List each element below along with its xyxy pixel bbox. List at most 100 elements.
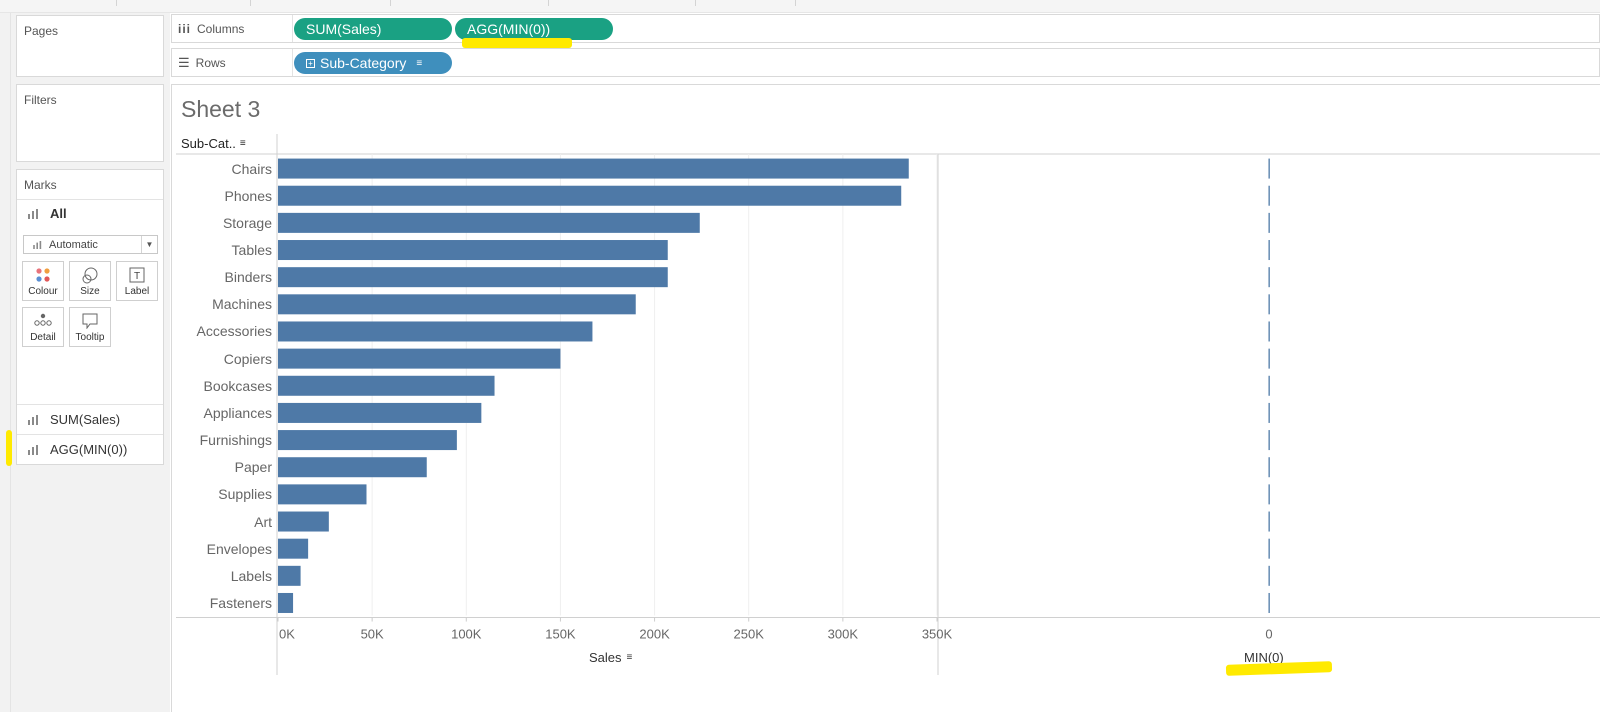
- row-label-phones[interactable]: Phones: [224, 187, 272, 204]
- row-label-fasteners[interactable]: Fasteners: [209, 594, 272, 611]
- label-button-label: Label: [124, 286, 150, 297]
- bar-furnishings: [278, 430, 457, 451]
- columns-pill-sum-sales[interactable]: SUM(Sales): [294, 18, 452, 40]
- row-label-chairs[interactable]: Chairs: [231, 160, 272, 177]
- min0-tick-label: 0: [1265, 627, 1272, 642]
- columns-label: Columns: [197, 21, 245, 36]
- bar-art: [278, 511, 329, 532]
- label-icon: T: [129, 267, 145, 283]
- min0-mark-bookcases: [1268, 375, 1270, 396]
- row-labels: Chairs Phones Storage Tables Binders Machines…: [176, 154, 272, 614]
- row-label-envelopes[interactable]: Envelopes: [206, 540, 272, 557]
- filters-title: Filters: [24, 93, 57, 107]
- bar-storage: [278, 212, 700, 233]
- min0-mark-machines: [1268, 294, 1270, 315]
- pill-label: SUM(Sales): [306, 21, 382, 37]
- min0-mark-art: [1268, 511, 1270, 532]
- pages-card[interactable]: Pages: [16, 15, 164, 77]
- row-label-paper[interactable]: Paper: [234, 459, 272, 476]
- sales-tick-label: 0K: [279, 627, 295, 642]
- sales-tick-label: 50K: [361, 627, 384, 642]
- size-icon: [82, 267, 98, 284]
- bar-binders: [278, 267, 668, 288]
- mark-type-dropdown[interactable]: Automatic ▼: [23, 235, 158, 254]
- rows-icon: ☰: [178, 54, 190, 70]
- marks-title: Marks: [24, 178, 57, 192]
- min0-mark-envelopes: [1268, 538, 1270, 559]
- min0-mark-appliances: [1268, 402, 1270, 423]
- axis-title-label: MIN(0): [1244, 650, 1284, 665]
- row-label-supplies[interactable]: Supplies: [218, 486, 272, 503]
- rows-pill-sub-category[interactable]: + Sub-Category ≡: [294, 52, 452, 74]
- sort-icon[interactable]: ≡: [626, 652, 633, 663]
- min0-mark-copiers: [1268, 348, 1270, 369]
- rows-shelf[interactable]: ☰ Rows + Sub-Category ≡: [171, 48, 1600, 77]
- bar-machines: [278, 294, 636, 315]
- min0-mark-furnishings: [1268, 430, 1270, 451]
- row-label-binders[interactable]: Binders: [224, 269, 272, 286]
- bar-copiers: [278, 348, 561, 369]
- row-label-storage[interactable]: Storage: [222, 214, 272, 231]
- detail-icon: [34, 313, 52, 326]
- size-button-label: Size: [80, 286, 100, 297]
- colour-button[interactable]: Colour: [22, 261, 64, 301]
- axis-title-label: Sales: [589, 650, 622, 665]
- row-label-furnishings[interactable]: Furnishings: [199, 432, 272, 449]
- min0-mark-storage: [1268, 212, 1270, 233]
- bar-envelopes: [278, 538, 309, 559]
- row-header[interactable]: Sub-Cat.. ≡: [181, 136, 246, 151]
- marks-agg-min-tab[interactable]: AGG(MIN(0)): [17, 434, 163, 464]
- bar-chart-icon: [28, 414, 40, 425]
- bar-chairs: [278, 158, 909, 179]
- row-label-labels[interactable]: Labels: [230, 567, 272, 584]
- sales-tick-label: 200K: [639, 627, 670, 642]
- sales-tick-label: 100K: [451, 627, 482, 642]
- min0-mark-paper: [1268, 457, 1270, 478]
- row-label-appliances[interactable]: Appliances: [203, 404, 273, 421]
- bar-supplies: [278, 484, 367, 505]
- svg-text:T: T: [134, 271, 140, 282]
- chevron-down-icon[interactable]: ▼: [141, 236, 157, 253]
- sales-tick-label: 350K: [922, 627, 953, 642]
- colour-button-label: Colour: [28, 286, 58, 297]
- expand-icon[interactable]: +: [306, 58, 315, 68]
- tooltip-button[interactable]: Tooltip: [69, 307, 111, 347]
- min0-mark-tables: [1268, 240, 1270, 261]
- size-button[interactable]: Size: [69, 261, 111, 301]
- row-label-bookcases[interactable]: Bookcases: [203, 377, 272, 394]
- sort-icon[interactable]: ≡: [416, 57, 423, 69]
- sales-axis-title[interactable]: Sales ≡: [589, 650, 632, 665]
- min0-mark-chairs: [1268, 158, 1270, 179]
- row-label-machines[interactable]: Machines: [212, 296, 272, 313]
- columns-pill-agg-min[interactable]: AGG(MIN(0)): [455, 18, 613, 40]
- bar-labels: [278, 565, 301, 586]
- row-label-art[interactable]: Art: [254, 513, 272, 530]
- min0-mark-supplies: [1268, 484, 1270, 505]
- colour-icon: [36, 268, 50, 282]
- row-label-accessories[interactable]: Accessories: [196, 323, 272, 340]
- marks-all-label: All: [50, 206, 67, 221]
- rows-label: Rows: [195, 55, 226, 70]
- min0-axis-title[interactable]: MIN(0): [1244, 650, 1284, 665]
- mark-type-value: Automatic: [49, 238, 98, 251]
- sheet-title: Sheet 3: [181, 96, 261, 122]
- sales-tick-label: 300K: [828, 627, 859, 642]
- sort-icon[interactable]: ≡: [239, 138, 246, 149]
- columns-icon: iii: [178, 21, 192, 36]
- marks-all-tab[interactable]: All: [17, 199, 163, 227]
- row-label-tables[interactable]: Tables: [231, 242, 272, 259]
- highlight-mark: [6, 430, 12, 466]
- pages-title: Pages: [24, 24, 59, 38]
- label-button[interactable]: T Label: [116, 261, 158, 301]
- min0-mark-fasteners: [1268, 592, 1270, 613]
- sales-tick-label: 250K: [734, 627, 765, 642]
- bar-chart-icon: [33, 240, 43, 249]
- filters-card[interactable]: Filters: [16, 84, 164, 162]
- bar-phones: [278, 185, 902, 206]
- row-label-copiers[interactable]: Copiers: [223, 350, 272, 367]
- marks-sum-sales-tab[interactable]: SUM(Sales): [17, 404, 163, 434]
- columns-shelf[interactable]: iii Columns SUM(Sales) AGG(MIN(0)): [171, 14, 1600, 43]
- sales-tick-label: 150K: [545, 627, 576, 642]
- detail-button[interactable]: Detail: [22, 307, 64, 347]
- marks-tab-label: AGG(MIN(0)): [50, 442, 128, 457]
